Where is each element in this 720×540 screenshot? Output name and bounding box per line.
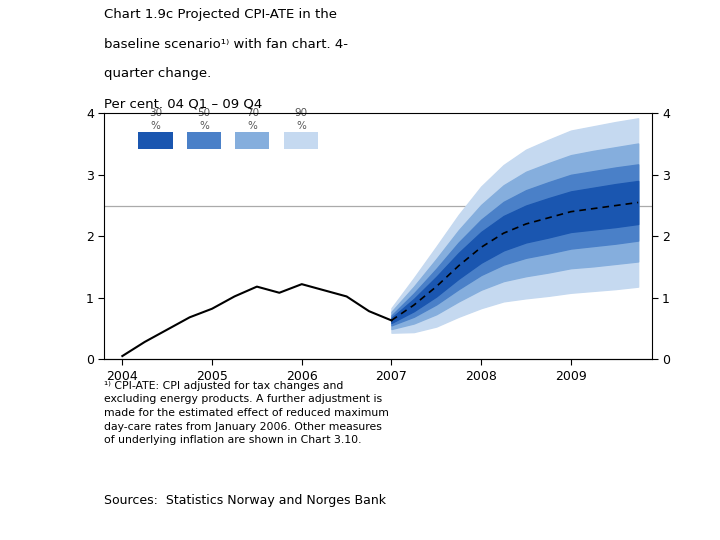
Text: %: % (248, 120, 257, 131)
Text: 90: 90 (294, 107, 307, 118)
Text: %: % (150, 120, 161, 131)
Bar (187, 132, 221, 149)
Bar (138, 132, 173, 149)
Text: quarter change.: quarter change. (104, 68, 212, 80)
Text: 70: 70 (246, 107, 259, 118)
Text: %: % (296, 120, 306, 131)
Text: 50: 50 (197, 107, 210, 118)
Text: baseline scenario¹⁾ with fan chart. 4-: baseline scenario¹⁾ with fan chart. 4- (104, 38, 348, 51)
Text: Sources:  Statistics Norway and Norges Bank: Sources: Statistics Norway and Norges Ba… (104, 494, 387, 507)
Bar (235, 132, 269, 149)
Text: %: % (199, 120, 209, 131)
Text: ¹⁾ CPI-ATE: CPI adjusted for tax changes and
excluding energy products. A furthe: ¹⁾ CPI-ATE: CPI adjusted for tax changes… (104, 381, 390, 445)
Text: Per cent. 04 Q1 – 09 Q4: Per cent. 04 Q1 – 09 Q4 (104, 97, 263, 110)
Bar (284, 132, 318, 149)
Text: 30: 30 (149, 107, 162, 118)
Text: Chart 1.9c Projected CPI-ATE in the: Chart 1.9c Projected CPI-ATE in the (104, 8, 338, 21)
